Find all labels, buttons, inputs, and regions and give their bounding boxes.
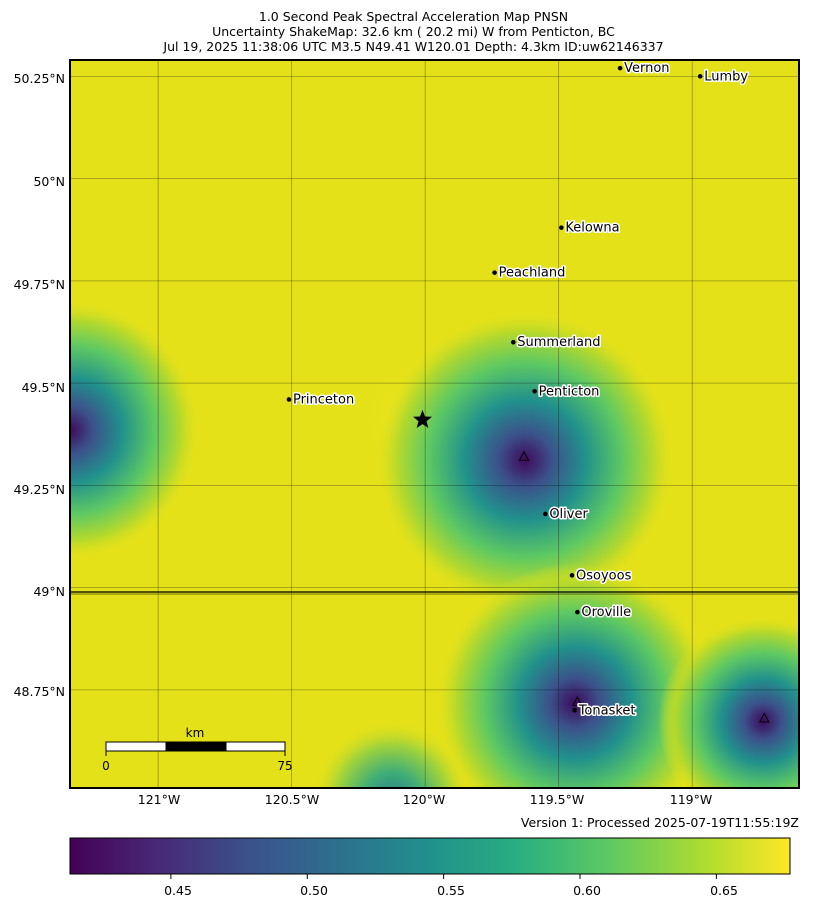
city-label-halo: Lumby (704, 69, 748, 84)
city-label-halo: Vernon (624, 61, 669, 76)
scale-end: 75 (277, 759, 292, 773)
map-title: 1.0 Second Peak Spectral Acceleration Ma… (258, 9, 569, 24)
colorbar-ticks (170, 874, 717, 879)
lon-label: 120.5°W (264, 792, 320, 807)
event-info: Jul 19, 2025 11:38:06 UTC M3.5 N49.41 W1… (163, 39, 664, 54)
lat-label: 49.25°N (13, 482, 65, 497)
lat-label: 49.5°N (21, 380, 65, 395)
city-dot (572, 707, 577, 713)
lat-label: 48.75°N (13, 684, 65, 699)
city-label-halo: Oroville (581, 605, 631, 620)
city-label: Vernon (624, 61, 669, 76)
colorbar-tick-label: 0.65 (710, 883, 738, 898)
station-triangle-icon (572, 696, 583, 707)
city-label-halo: Summerland (517, 335, 600, 350)
station-triangle-icon (758, 712, 770, 723)
colorbar-tick-label: 0.60 (573, 883, 601, 898)
map-subtitle: Uncertainty ShakeMap: 32.6 km ( 20.2 mi)… (212, 24, 615, 39)
city-label: Summerland (517, 335, 600, 350)
lat-label: 50.25°N (13, 71, 65, 86)
cities-layer: VernonVernonLumbyLumbyKelownaKelownaPeac… (286, 60, 750, 720)
city-dot (286, 397, 292, 402)
city-dot (617, 65, 623, 71)
epicenter-star-icon (413, 409, 432, 428)
lon-label: 121°W (137, 792, 181, 807)
city-label-halo: Tonasket (578, 703, 636, 718)
stations-layer (518, 450, 770, 723)
lon-label: 119.5°W (529, 792, 585, 807)
city-dot (492, 270, 497, 275)
city-label-halo: Penticton (539, 384, 600, 399)
version-info: Version 1: Processed 2025-07-19T11:55:19… (520, 815, 799, 830)
city-dot (559, 225, 564, 230)
city-label: Tonasket (578, 703, 636, 718)
colorbar-tick-label: 0.50 (300, 883, 328, 898)
city-label: Peachland (499, 266, 566, 281)
graticule (70, 60, 799, 788)
colorbar-tick-label: 0.55 (437, 883, 465, 898)
city-dot (575, 609, 580, 615)
city-dot (510, 339, 516, 345)
colorbar (69, 837, 791, 875)
lon-label: 119°W (669, 792, 713, 807)
scale-start: 0 (102, 759, 110, 773)
city-dot (543, 511, 548, 517)
city-label-halo: Osoyoos (576, 568, 632, 583)
city-dot (532, 388, 537, 394)
city-label-halo: Peachland (499, 266, 566, 281)
scale-unit: km (186, 726, 205, 740)
city-label-halo: Kelowna (565, 221, 619, 236)
city-label-halo: Oliver (549, 507, 588, 522)
city-dot (697, 74, 703, 79)
station-triangle-icon (518, 450, 530, 461)
map-frame (69, 59, 800, 789)
city-label: Osoyoos (576, 568, 632, 583)
lat-label: 49°N (33, 584, 65, 599)
city-dot (569, 573, 575, 578)
city-label: Oliver (549, 507, 588, 522)
epicenter-layer (413, 409, 432, 428)
low-zone-station-2 (435, 563, 715, 788)
city-label: Princeton (293, 392, 354, 407)
city-label: Kelowna (565, 221, 619, 236)
lon-label: 120°W (402, 792, 446, 807)
city-label: Penticton (539, 384, 600, 399)
low-zone-west (70, 300, 200, 560)
city-label-halo: Princeton (293, 392, 354, 407)
lat-label: 49.75°N (13, 277, 65, 292)
scale-bar: km 0 75 (102, 726, 292, 773)
colorbar-tick-label: 0.45 (164, 883, 192, 898)
low-zone-station-3 (658, 616, 799, 788)
city-label: Oroville (581, 605, 631, 620)
lat-label: 50°N (33, 174, 65, 189)
city-label: Lumby (704, 69, 748, 84)
low-zone-south (312, 720, 472, 788)
